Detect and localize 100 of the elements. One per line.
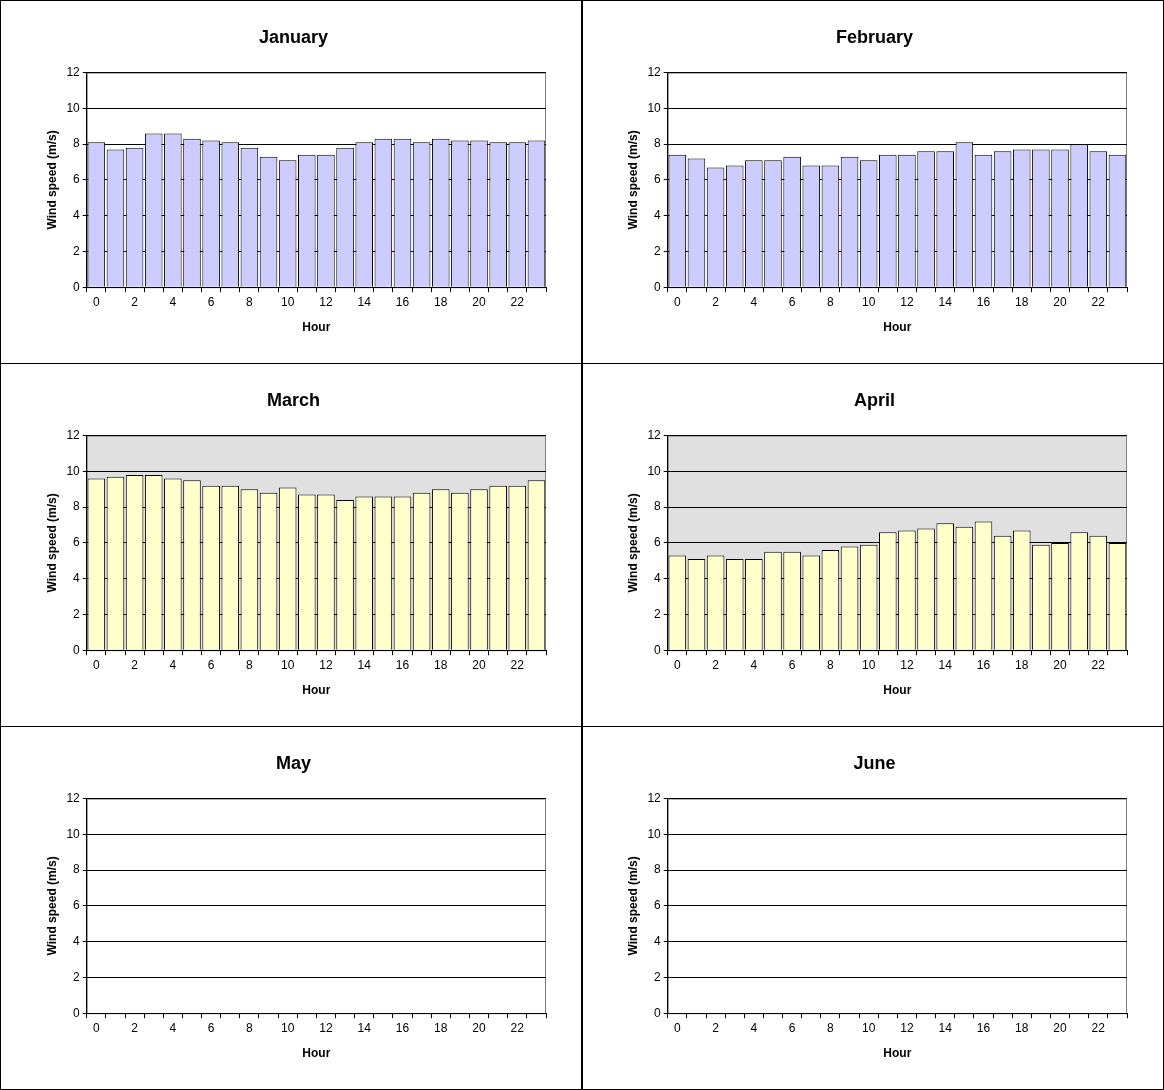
x-axis-title: Hour bbox=[883, 683, 912, 698]
x-tick-label: 4 bbox=[750, 294, 758, 309]
y-tick-label: 12 bbox=[66, 427, 81, 442]
y-tick-label: 12 bbox=[647, 64, 662, 79]
x-tick-label: 4 bbox=[750, 1020, 758, 1035]
x-tick-label: 20 bbox=[472, 294, 487, 309]
x-tick-label: 20 bbox=[1053, 657, 1068, 672]
y-tick-label: 2 bbox=[654, 606, 662, 621]
y-tick-label: 10 bbox=[66, 100, 81, 115]
y-tick-label: 6 bbox=[654, 898, 662, 913]
y-tick-label: 10 bbox=[647, 463, 662, 478]
x-axis-title: Hour bbox=[302, 1046, 331, 1061]
y-tick-label: 12 bbox=[66, 64, 81, 79]
y-tick-label: 8 bbox=[73, 499, 81, 514]
y-tick-label: 10 bbox=[66, 463, 81, 478]
x-tick-label: 12 bbox=[900, 1020, 914, 1035]
x-tick-label: 10 bbox=[280, 1020, 295, 1035]
x-tick-label: 16 bbox=[976, 294, 991, 309]
y-tick-label: 0 bbox=[73, 279, 81, 294]
x-tick-label: 4 bbox=[750, 657, 758, 672]
x-tick-label: 10 bbox=[861, 294, 876, 309]
y-axis-title: Wind speed (m/s) bbox=[625, 856, 640, 956]
chart-title: May bbox=[275, 752, 312, 773]
chart-title: June bbox=[853, 752, 896, 773]
y-tick-label: 2 bbox=[73, 243, 81, 258]
y-tick-label: 2 bbox=[654, 969, 662, 984]
x-tick-label: 8 bbox=[246, 294, 254, 309]
chart-title: April bbox=[853, 389, 896, 410]
x-tick-label: 20 bbox=[472, 1020, 487, 1035]
x-tick-label: 18 bbox=[434, 294, 448, 309]
y-tick-label: 12 bbox=[66, 790, 81, 805]
x-tick-label: 0 bbox=[673, 1020, 681, 1035]
y-axis-title: Wind speed (m/s) bbox=[44, 493, 59, 593]
y-tick-label: 4 bbox=[654, 570, 662, 585]
y-tick-label: 8 bbox=[73, 136, 81, 151]
x-tick-label: 4 bbox=[169, 657, 177, 672]
x-tick-label: 14 bbox=[938, 1020, 953, 1035]
x-axis-title: Hour bbox=[883, 320, 912, 335]
y-tick-label: 12 bbox=[647, 790, 662, 805]
x-tick-label: 8 bbox=[827, 657, 835, 672]
x-tick-label: 6 bbox=[207, 294, 215, 309]
x-axis-title: Hour bbox=[302, 320, 331, 335]
x-tick-label: 16 bbox=[976, 1020, 991, 1035]
y-tick-label: 8 bbox=[654, 136, 662, 151]
x-tick-label: 18 bbox=[434, 657, 448, 672]
x-tick-label: 14 bbox=[357, 294, 372, 309]
y-tick-label: 8 bbox=[654, 862, 662, 877]
x-tick-label: 14 bbox=[938, 657, 953, 672]
x-tick-label: 18 bbox=[1015, 1020, 1029, 1035]
x-tick-label: 20 bbox=[1053, 294, 1068, 309]
x-tick-label: 6 bbox=[788, 294, 796, 309]
x-tick-label: 16 bbox=[976, 657, 991, 672]
x-tick-label: 6 bbox=[788, 1020, 796, 1035]
x-tick-label: 22 bbox=[1091, 1020, 1106, 1035]
y-tick-label: 2 bbox=[73, 606, 81, 621]
x-tick-label: 8 bbox=[827, 1020, 835, 1035]
x-tick-label: 2 bbox=[712, 1020, 720, 1035]
y-tick-label: 8 bbox=[73, 862, 81, 877]
x-tick-label: 16 bbox=[395, 294, 410, 309]
x-tick-label: 10 bbox=[280, 657, 295, 672]
x-tick-label: 18 bbox=[1015, 657, 1029, 672]
y-tick-label: 2 bbox=[654, 243, 662, 258]
x-tick-label: 6 bbox=[207, 1020, 215, 1035]
y-tick-label: 0 bbox=[73, 1005, 81, 1020]
x-tick-label: 0 bbox=[92, 294, 100, 309]
x-tick-label: 0 bbox=[673, 657, 681, 672]
x-tick-label: 0 bbox=[92, 657, 100, 672]
y-tick-label: 4 bbox=[73, 933, 81, 948]
x-tick-label: 10 bbox=[861, 657, 876, 672]
y-tick-label: 4 bbox=[73, 570, 81, 585]
x-axis-title: Hour bbox=[883, 1046, 912, 1061]
x-tick-label: 2 bbox=[712, 294, 720, 309]
x-tick-label: 14 bbox=[357, 1020, 372, 1035]
y-tick-label: 10 bbox=[647, 826, 662, 841]
chart-title: March bbox=[266, 389, 321, 410]
y-tick-label: 6 bbox=[654, 535, 662, 550]
chart-title: February bbox=[835, 26, 914, 47]
x-tick-label: 20 bbox=[1053, 1020, 1068, 1035]
x-tick-label: 6 bbox=[788, 657, 796, 672]
x-tick-label: 12 bbox=[319, 1020, 333, 1035]
y-tick-label: 10 bbox=[66, 826, 81, 841]
x-tick-label: 0 bbox=[92, 1020, 100, 1035]
x-tick-label: 16 bbox=[395, 1020, 410, 1035]
y-tick-label: 6 bbox=[654, 172, 662, 187]
x-tick-label: 22 bbox=[510, 1020, 525, 1035]
y-tick-label: 10 bbox=[647, 100, 662, 115]
x-tick-label: 2 bbox=[712, 657, 720, 672]
y-axis-title: Wind speed (m/s) bbox=[625, 493, 640, 593]
y-axis-title: Wind speed (m/s) bbox=[44, 856, 59, 956]
x-tick-label: 22 bbox=[1091, 657, 1106, 672]
x-tick-label: 20 bbox=[472, 657, 487, 672]
x-tick-label: 16 bbox=[395, 657, 410, 672]
x-tick-label: 8 bbox=[246, 657, 254, 672]
y-tick-label: 0 bbox=[654, 279, 662, 294]
x-tick-label: 0 bbox=[673, 294, 681, 309]
y-tick-label: 6 bbox=[73, 172, 81, 187]
x-tick-label: 8 bbox=[827, 294, 835, 309]
y-tick-label: 12 bbox=[647, 427, 662, 442]
x-tick-label: 2 bbox=[131, 657, 139, 672]
y-tick-label: 4 bbox=[654, 933, 662, 948]
